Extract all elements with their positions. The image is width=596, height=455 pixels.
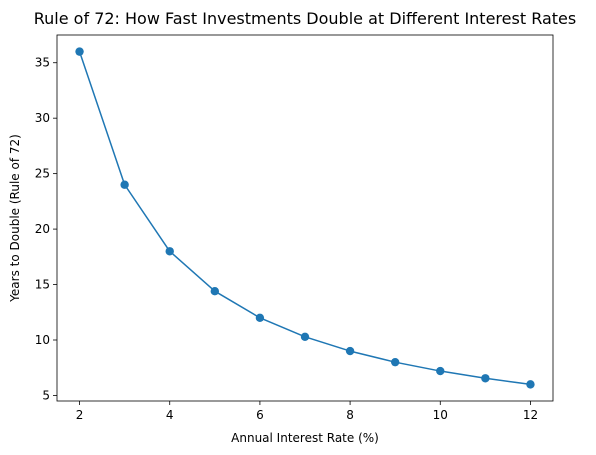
y-tick-label: 35 xyxy=(35,56,50,70)
data-point xyxy=(120,180,129,189)
x-tick-label: 4 xyxy=(166,408,174,422)
x-tick-label: 12 xyxy=(523,408,538,422)
y-tick-label: 5 xyxy=(42,388,50,402)
chart-title: Rule of 72: How Fast Investments Double … xyxy=(34,9,576,28)
x-tick-label: 2 xyxy=(76,408,84,422)
x-axis-label: Annual Interest Rate (%) xyxy=(231,431,379,445)
x-tick-label: 8 xyxy=(346,408,354,422)
y-tick-label: 30 xyxy=(35,111,50,125)
data-point xyxy=(390,357,400,367)
y-tick-label: 25 xyxy=(35,167,50,181)
y-axis-label: Years to Double (Rule of 72) xyxy=(8,134,22,303)
data-point xyxy=(255,313,265,323)
data-point xyxy=(165,247,174,256)
data-point xyxy=(436,366,445,376)
data-point xyxy=(210,287,220,296)
y-tick-label: 20 xyxy=(35,222,50,236)
y-axis: 5 10 15 20 25 30 35 xyxy=(35,56,57,402)
y-tick-label: 15 xyxy=(35,278,50,292)
data-point xyxy=(526,380,535,389)
data-point xyxy=(481,374,490,383)
x-axis: 2 4 6 8 10 12 xyxy=(76,401,538,422)
x-tick-label: 6 xyxy=(256,408,264,422)
data-point xyxy=(345,346,355,356)
plot-area xyxy=(75,47,535,389)
x-tick-label: 10 xyxy=(433,408,448,422)
plot-frame xyxy=(56,34,554,402)
data-point xyxy=(300,332,310,341)
data-point xyxy=(75,47,84,56)
y-tick-label: 10 xyxy=(35,333,50,347)
